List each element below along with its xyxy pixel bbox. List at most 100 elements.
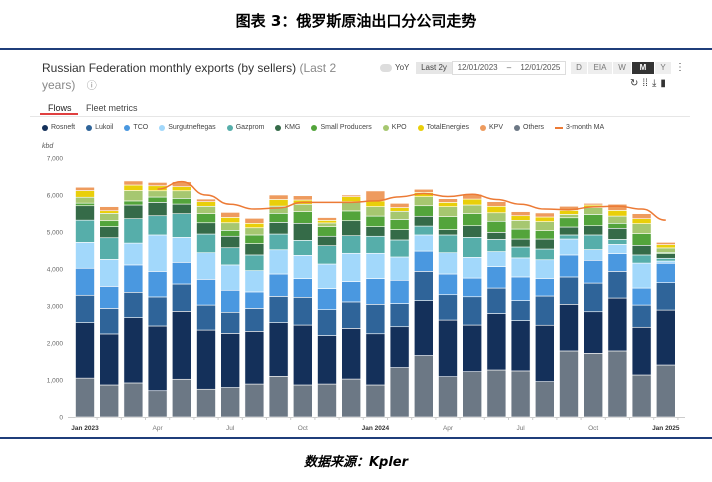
- legend-label: Gazprom: [235, 124, 265, 131]
- bar-segment-lukoil: [147, 296, 168, 327]
- granularity-y[interactable]: Y: [655, 62, 671, 74]
- bar-segment-tco: [341, 281, 362, 303]
- date-from[interactable]: 12/01/2023: [457, 63, 498, 72]
- bar-segment-kpv: [413, 188, 434, 193]
- bar-segment-kpo: [462, 204, 483, 214]
- y-tick-label: 5,000: [47, 230, 64, 237]
- bar-segment-totalenergies: [341, 196, 362, 202]
- bar-segment-rosneft: [389, 326, 410, 368]
- bar-segment-totalenergies: [75, 190, 95, 198]
- bar-segment-gazprom: [172, 213, 192, 238]
- bar-segment-small-producers: [631, 233, 652, 246]
- tab-flows[interactable]: Flows: [48, 103, 72, 113]
- granularity-d[interactable]: D: [571, 62, 587, 74]
- bar-segment-tco: [510, 276, 531, 301]
- bar-segment-gazprom: [389, 239, 410, 258]
- bar-segment-small-producers: [268, 213, 289, 223]
- legend-item[interactable]: 3-month MA: [555, 124, 604, 131]
- bar-segment-kpo: [196, 205, 216, 214]
- grid-icon[interactable]: ⁞⁞: [642, 78, 648, 89]
- bar-segment-lukoil: [631, 304, 652, 328]
- bar-segment-small-producers: [534, 230, 555, 240]
- x-tick-label: Jul: [516, 425, 525, 432]
- bar-segment-kpo: [244, 227, 265, 236]
- bar-segment-surgutneftegas: [462, 257, 483, 279]
- legend-item[interactable]: KPV: [480, 124, 503, 131]
- bar-segment-surgutneftegas: [655, 260, 676, 264]
- legend-item[interactable]: KMG: [275, 124, 300, 131]
- source-caption: 数据来源：Kpler: [303, 455, 409, 470]
- bar-segment-totalenergies: [244, 223, 265, 229]
- bar-segment-others: [75, 377, 95, 418]
- legend-item[interactable]: KPO: [382, 124, 407, 131]
- x-tick-label: Jan 2023: [71, 425, 99, 432]
- bar-segment-tco: [559, 254, 579, 278]
- tab-fleet-metrics[interactable]: Fleet metrics: [85, 103, 138, 113]
- bar-segment-small-producers: [147, 196, 168, 203]
- bar-segment-lukoil: [559, 276, 579, 305]
- legend-item[interactable]: Lukoil: [86, 124, 113, 131]
- bar-segment-surgutneftegas: [268, 249, 289, 275]
- yoy-toggle[interactable]: [380, 64, 392, 72]
- legend-item[interactable]: Surgutneftegas: [159, 124, 216, 131]
- bar-segment-tco: [123, 264, 144, 293]
- legend-swatch: [480, 124, 487, 131]
- bar-segment-gazprom: [559, 234, 579, 240]
- legend-item[interactable]: Rosneft: [42, 124, 75, 131]
- legend-item[interactable]: TotalEnergies: [417, 124, 469, 131]
- legend-label: Rosneft: [51, 124, 76, 131]
- bar-segment-rosneft: [534, 324, 555, 382]
- bar-segment-tco: [75, 267, 95, 296]
- bar-segment-kpo: [486, 212, 507, 222]
- bar-segment-kpv: [268, 194, 289, 200]
- date-to[interactable]: 12/01/2025: [520, 63, 561, 72]
- legend-item[interactable]: TCO: [124, 124, 148, 131]
- bar-segment-surgutneftegas: [583, 249, 604, 261]
- bar-segment-kpv: [438, 198, 458, 203]
- bar-segment-tco: [317, 288, 337, 311]
- granularity-w[interactable]: W: [613, 62, 631, 74]
- bar-segment-lukoil: [196, 304, 216, 331]
- bar-segment-others: [172, 378, 192, 418]
- legend-label: Lukoil: [95, 124, 114, 131]
- bar-segment-kmg: [147, 202, 168, 217]
- bar-segment-rosneft: [75, 322, 95, 379]
- bookmark-icon[interactable]: ▮: [660, 78, 666, 89]
- last-2y-button[interactable]: Last 2y: [416, 62, 452, 74]
- refresh-icon[interactable]: ↻: [630, 78, 639, 89]
- bar-segment-rosneft: [99, 333, 119, 386]
- info-icon[interactable]: ⓘ: [86, 81, 97, 92]
- legend-swatch: [226, 124, 233, 131]
- bar-segment-small-producers: [559, 217, 579, 228]
- bar-segment-totalenergies: [99, 210, 119, 214]
- bar-segment-totalenergies: [486, 205, 507, 214]
- legend-item[interactable]: Others: [514, 124, 544, 131]
- bar-segment-tco: [413, 250, 434, 272]
- download-icon[interactable]: ⤓: [651, 78, 657, 89]
- legend-item[interactable]: Small Producers: [311, 124, 372, 131]
- bar-segment-lukoil: [123, 292, 144, 318]
- bar-segment-small-producers: [486, 220, 507, 233]
- bar-segment-kpo: [534, 221, 555, 232]
- granularity-m[interactable]: M: [632, 62, 654, 74]
- granularity-eia[interactable]: EIA: [588, 62, 612, 74]
- bar-segment-rosneft: [365, 333, 386, 386]
- bar-segment-small-producers: [317, 226, 337, 237]
- ma-line: [157, 180, 666, 221]
- bar-segment-surgutneftegas: [244, 270, 265, 293]
- bar-segment-tco: [220, 289, 240, 313]
- legend-swatch: [42, 124, 48, 131]
- date-sep: –: [506, 63, 512, 72]
- bar-segment-kpv: [365, 190, 386, 202]
- bar-segment-rosneft: [220, 333, 240, 388]
- more-icon[interactable]: ⋮: [675, 62, 685, 73]
- legend-label: Surgutneftegas: [168, 124, 216, 131]
- legend-item[interactable]: Gazprom: [226, 124, 265, 131]
- bar-segment-lukoil: [341, 301, 362, 329]
- bar-segment-gazprom: [317, 245, 337, 265]
- bar-segment-small-producers: [341, 210, 362, 222]
- date-range-input[interactable]: 12/01/2023–12/01/2025: [452, 61, 566, 75]
- bar-segment-rosneft: [655, 309, 676, 366]
- bar-segment-rosneft: [341, 328, 362, 380]
- bar-segment-totalenergies: [559, 210, 579, 215]
